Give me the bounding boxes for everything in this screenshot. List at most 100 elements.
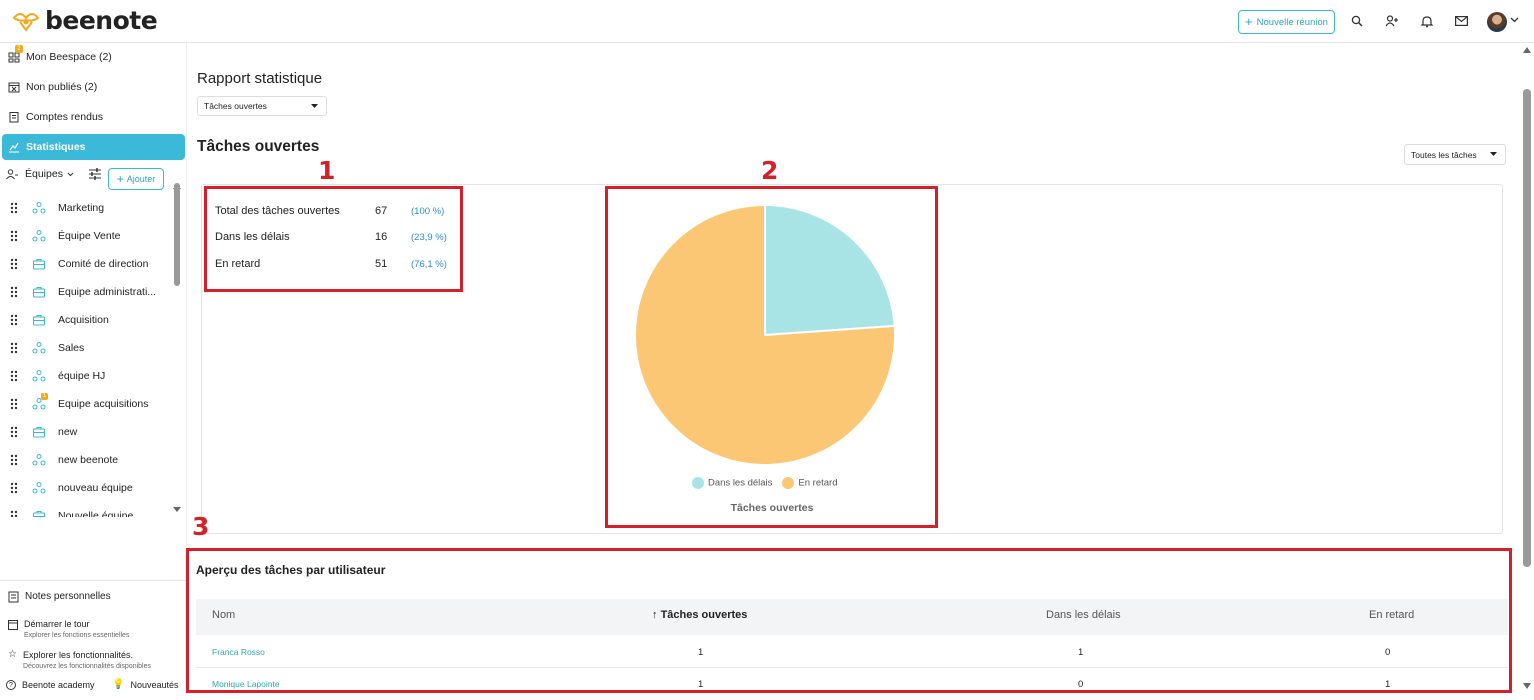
bee-logo-icon [12, 13, 40, 32]
late-cell: 0 [1385, 647, 1391, 658]
sidebar-item-statistics[interactable]: Statistiques [2, 134, 185, 160]
sidebar-item-beespace[interactable]: 2 Mon Beespace (2) [2, 44, 185, 70]
user-avatar[interactable] [1487, 12, 1507, 32]
stat-value: 16 [375, 231, 388, 243]
sidebar-team-item[interactable]: équipe HJ [0, 362, 170, 390]
sidebar-team-item[interactable]: Equipe administrati... [0, 278, 170, 306]
bell-icon[interactable] [1418, 12, 1436, 30]
add-team-button[interactable]: + Ajouter [108, 168, 164, 190]
drag-handle-icon[interactable] [10, 230, 18, 242]
team-name: Nouvelle équipe [58, 510, 134, 517]
news-label: Nouveautés [130, 680, 179, 690]
sidebar-team-item[interactable]: Acquisition [0, 306, 170, 334]
annotation-box-3 [186, 548, 1512, 693]
filter-sliders-icon[interactable] [88, 168, 102, 180]
legend-item-on-time[interactable]: Dans les délais [692, 477, 772, 489]
teams-header[interactable]: Équipes [6, 168, 102, 180]
sort-arrow-up-icon: ↑ [652, 609, 658, 621]
column-header-name[interactable]: Nom [212, 609, 236, 621]
task-filter-select[interactable]: Toutes les tâches [1404, 144, 1506, 165]
column-header-late[interactable]: En retard [1369, 609, 1415, 621]
sidebar-item-label: Non publiés (2) [26, 81, 98, 93]
teams-label: Équipes [25, 168, 63, 180]
start-tour-label: Démarrer le tour [24, 619, 90, 629]
new-meeting-button[interactable]: + Nouvelle réunion [1238, 10, 1335, 34]
explore-features-link[interactable]: ☆ Explorer les fonctionnalités. Découvre… [8, 650, 151, 671]
mail-icon[interactable] [1452, 12, 1470, 30]
sidebar-team-item[interactable]: nouveau équipe [0, 474, 170, 502]
help-icon: ? [6, 680, 16, 690]
drag-handle-icon[interactable] [10, 202, 18, 214]
table-row[interactable]: Franca Rosso 1 1 0 [196, 636, 1508, 668]
explore-features-subtitle: Découvrez les fonctionnalités disponible… [22, 663, 151, 670]
news-link[interactable]: 💡 Nouveautés [112, 680, 179, 691]
briefcase-icon [32, 313, 46, 327]
on-time-cell: 1 [1078, 647, 1084, 658]
task-filter-value: Toutes les tâches [1411, 149, 1477, 160]
legend-swatch [692, 477, 704, 489]
chart-title: Tâches ouvertes [730, 502, 814, 514]
drag-handle-icon[interactable] [10, 454, 18, 466]
chevron-down-icon[interactable] [1510, 15, 1519, 24]
pie-slice-on-time[interactable] [764, 203, 896, 337]
explore-features-label: Explorer les fonctionnalités. [22, 650, 134, 660]
notification-badge: 2 [15, 45, 23, 53]
beenote-academy-link[interactable]: ? Beenote academy [6, 680, 95, 690]
legend-label: En retard [798, 477, 838, 489]
drag-handle-icon[interactable] [10, 398, 18, 410]
team-name: Equipe acquisitions [58, 398, 149, 410]
late-cell: 1 [1385, 679, 1391, 690]
user-name-link[interactable]: Franca Rosso [212, 647, 265, 657]
sidebar-team-item[interactable]: Sales [0, 334, 170, 362]
new-meeting-label: Nouvelle réunion [1256, 16, 1328, 28]
user-name-link[interactable]: Monique Lapointe [212, 679, 280, 689]
pie-chart [634, 203, 896, 466]
stat-label: Dans les délais [215, 231, 290, 243]
report-type-select[interactable]: Tâches ouvertes [197, 96, 327, 116]
sidebar-team-item[interactable]: Nouvelle équipe [0, 502, 170, 517]
drag-handle-icon[interactable] [10, 426, 18, 438]
note-icon [8, 591, 19, 603]
team-name: Sales [58, 342, 85, 354]
stat-row-total: Total des tâches ouvertes 67 (100 %) [215, 205, 444, 217]
drag-handle-icon[interactable] [10, 314, 18, 326]
users-icon [6, 168, 18, 179]
start-tour-link[interactable]: Démarrer le tour Explorer les fonctions … [8, 619, 129, 639]
sidebar-team-item[interactable]: 1 Equipe acquisitions [0, 390, 170, 418]
sidebar-team-item[interactable]: new beenote [0, 446, 170, 474]
chart-icon [9, 142, 19, 153]
team-name: Marketing [58, 202, 105, 214]
annotation-number-2: 2 [761, 156, 779, 185]
column-header-open-tasks[interactable]: ↑ Tâches ouvertes [652, 609, 747, 621]
table-row[interactable]: Monique Lapointe 1 0 1 [196, 668, 1508, 700]
beenote-academy-label: Beenote academy [22, 680, 95, 690]
team-icon [32, 453, 46, 467]
stat-percent: (23,9 %) [411, 232, 447, 243]
pie-slice-late[interactable] [634, 203, 896, 466]
personal-notes-link[interactable]: Notes personnelles [8, 591, 111, 603]
briefcase-icon [32, 425, 46, 439]
grid-icon: 2 [8, 45, 23, 63]
drag-handle-icon[interactable] [10, 258, 18, 270]
drag-handle-icon[interactable] [10, 510, 18, 517]
drag-handle-icon[interactable] [10, 482, 18, 494]
main-scrollbar[interactable] [1520, 43, 1534, 695]
sidebar-team-item[interactable]: Marketing [0, 194, 170, 222]
column-header-on-time[interactable]: Dans les délais [1046, 609, 1121, 621]
sidebar-team-item[interactable]: Équipe Vente [0, 222, 170, 250]
sidebar-scrollbar-thumb[interactable] [174, 183, 180, 286]
beenote-logo[interactable]: beenote [10, 7, 158, 35]
caret-down-icon [1490, 152, 1497, 156]
search-icon[interactable] [1348, 12, 1366, 30]
drag-handle-icon[interactable] [10, 342, 18, 354]
sidebar-item-reports[interactable]: Comptes rendus [2, 104, 185, 130]
legend-item-late[interactable]: En retard [782, 477, 838, 489]
sidebar-team-item[interactable]: Comité de direction [0, 250, 170, 278]
drag-handle-icon[interactable] [10, 286, 18, 298]
sidebar-team-item[interactable]: new [0, 418, 170, 446]
drag-handle-icon[interactable] [10, 370, 18, 382]
add-user-icon[interactable] [1383, 12, 1401, 30]
sidebar-item-unpublished[interactable]: Non publiés (2) [2, 74, 185, 100]
stat-percent: (100 %) [411, 206, 445, 217]
plus-icon: + [1245, 14, 1253, 29]
